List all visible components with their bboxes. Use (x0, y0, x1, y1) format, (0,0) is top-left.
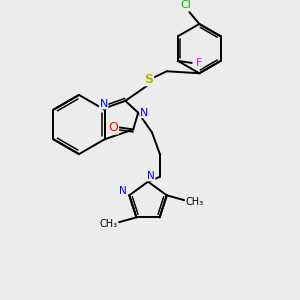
Text: O: O (109, 121, 118, 134)
Text: Cl: Cl (180, 0, 191, 10)
Text: N: N (100, 99, 108, 109)
Text: N: N (140, 108, 148, 118)
Text: CH₃: CH₃ (185, 197, 203, 207)
Text: CH₃: CH₃ (100, 219, 118, 229)
Text: N: N (119, 186, 127, 197)
Text: N: N (147, 171, 155, 181)
Text: F: F (196, 58, 202, 68)
Text: S: S (145, 73, 154, 86)
